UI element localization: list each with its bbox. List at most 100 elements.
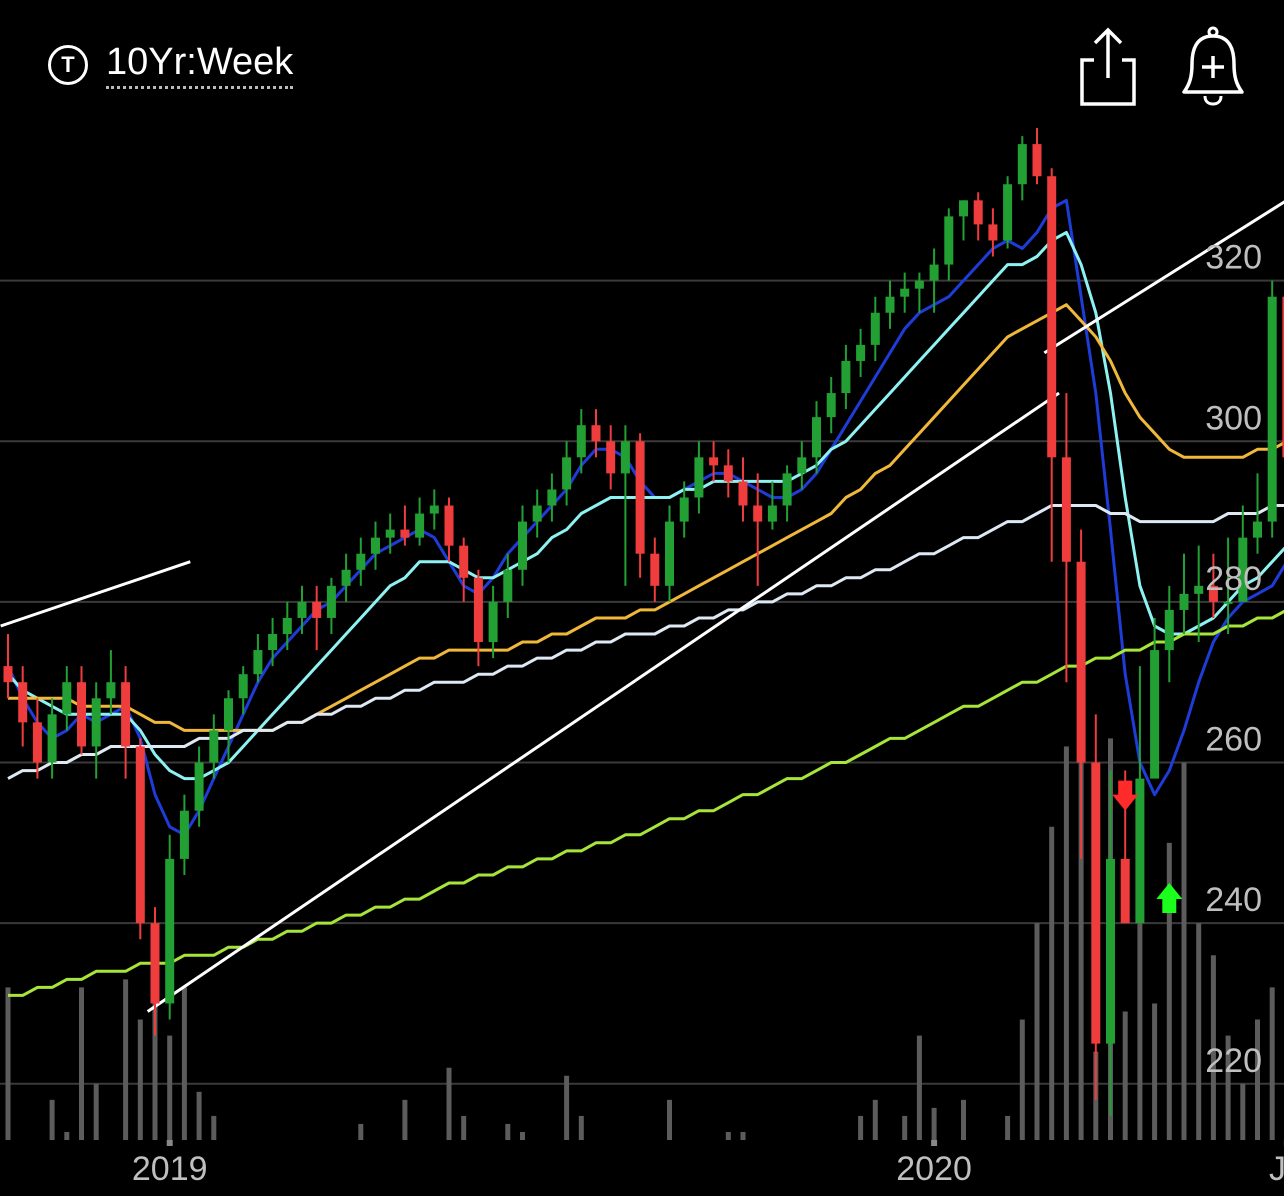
candle-body — [179, 810, 189, 859]
volume-bar — [740, 1131, 746, 1140]
chart-header: T 10Yr:Week — [0, 0, 1284, 120]
candle-body — [576, 425, 586, 458]
moving-average-line — [8, 609, 1284, 997]
volume-bar — [1181, 762, 1187, 1140]
volume-bar — [578, 1115, 584, 1140]
volume-bar — [916, 1035, 922, 1140]
candle-body — [62, 682, 72, 715]
volume-bar — [123, 979, 129, 1140]
volume-bar — [1240, 1083, 1246, 1140]
candle-body — [562, 457, 572, 490]
trendline — [0, 560, 191, 628]
candle-body — [826, 393, 836, 418]
candle-body — [1003, 184, 1013, 241]
volume-bar — [1034, 923, 1040, 1140]
volume-bar — [1255, 1019, 1260, 1140]
candle-body — [444, 505, 454, 546]
buy-signal-arrow — [1156, 883, 1183, 914]
candle-body — [77, 682, 86, 747]
candle-body — [32, 722, 42, 763]
candle-body — [1091, 762, 1101, 1044]
candle-body — [341, 569, 351, 586]
volume-bar — [1269, 987, 1275, 1140]
candle-body — [591, 425, 601, 442]
candle-body — [518, 521, 527, 570]
candle-body — [1282, 296, 1284, 458]
candle-body — [503, 569, 513, 602]
add-alert-button[interactable] — [1178, 24, 1248, 110]
volume-bar — [667, 1099, 672, 1140]
volume-bar — [211, 1115, 217, 1140]
moving-average-line — [7, 504, 1284, 780]
candle-body — [1120, 858, 1130, 924]
volume-bar — [931, 1107, 937, 1140]
volume-bar — [1196, 923, 1202, 1140]
candle-body — [194, 762, 204, 811]
candle-body — [371, 537, 380, 554]
volume-bar — [167, 1035, 173, 1140]
symbol-badge[interactable]: T — [48, 45, 88, 85]
candle-body — [297, 601, 307, 618]
volume-bar — [79, 987, 84, 1140]
candle-body — [1061, 457, 1071, 562]
y-tick-label: 260 — [1205, 721, 1262, 759]
y-tick-label: 240 — [1205, 881, 1262, 919]
volume-bar — [1152, 1003, 1158, 1140]
candle-body — [224, 698, 233, 731]
candle-body — [532, 505, 542, 522]
candle-body — [1267, 296, 1277, 522]
candle-body — [415, 513, 425, 538]
volume-bar — [1005, 1115, 1011, 1140]
candle-body — [988, 224, 998, 241]
volume-bar — [64, 1131, 70, 1140]
candle-body — [1164, 609, 1174, 651]
candle-body — [679, 497, 689, 522]
volume-bar — [564, 1075, 570, 1140]
candle-body — [106, 682, 116, 699]
y-tick-label: 300 — [1205, 399, 1262, 437]
candle-body — [1179, 593, 1189, 610]
candle-body — [1223, 601, 1233, 604]
volume-bar — [196, 1091, 202, 1140]
volume-bar — [1122, 1011, 1128, 1140]
candle-body — [429, 505, 439, 514]
y-tick-label: 220 — [1205, 1042, 1262, 1080]
candle-body — [620, 441, 630, 474]
candle-body — [753, 505, 763, 522]
candle-body — [473, 577, 483, 643]
candle-body — [238, 674, 248, 699]
volume-bar — [181, 987, 187, 1140]
candle-body — [3, 666, 13, 683]
volume-bar — [902, 1115, 908, 1140]
candle-body — [326, 585, 336, 618]
candle-body — [135, 746, 145, 924]
candle-body — [356, 553, 366, 570]
volume-bar — [5, 987, 11, 1140]
volume-bar — [961, 1099, 966, 1140]
candle-body — [400, 529, 410, 538]
x-tick-label: 2020 — [896, 1150, 972, 1188]
candle-body — [797, 457, 807, 474]
volume-bar — [49, 1099, 55, 1140]
share-button[interactable] — [1072, 24, 1142, 110]
y-tick-label: 320 — [1205, 239, 1262, 277]
candle-body — [165, 858, 175, 1004]
candle-body — [209, 730, 219, 763]
trendline — [1043, 200, 1284, 355]
candle-body — [738, 481, 748, 506]
candle-body — [459, 545, 469, 578]
candle-body — [488, 601, 498, 643]
volume-bar — [858, 1115, 864, 1140]
trendline — [146, 391, 1060, 1013]
candle-body — [1150, 650, 1160, 779]
volume-bar — [1049, 826, 1055, 1140]
volume-bar — [520, 1131, 525, 1140]
candle-body — [1076, 561, 1086, 763]
volume-bar — [1166, 842, 1172, 1140]
candle-body — [767, 505, 777, 522]
range-selector[interactable]: 10Yr:Week — [106, 40, 294, 89]
volume-bar — [1210, 955, 1216, 1140]
candle-body — [91, 698, 101, 747]
candle-body — [635, 441, 645, 554]
